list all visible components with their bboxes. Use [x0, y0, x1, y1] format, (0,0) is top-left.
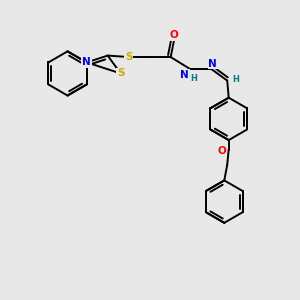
Text: O: O [170, 30, 178, 40]
Text: N: N [180, 70, 189, 80]
Text: N: N [208, 58, 217, 68]
Text: H: H [232, 75, 239, 84]
Text: S: S [125, 52, 133, 62]
Text: H: H [190, 74, 197, 83]
Text: S: S [117, 68, 124, 78]
Text: O: O [218, 146, 226, 156]
Text: N: N [82, 57, 91, 68]
